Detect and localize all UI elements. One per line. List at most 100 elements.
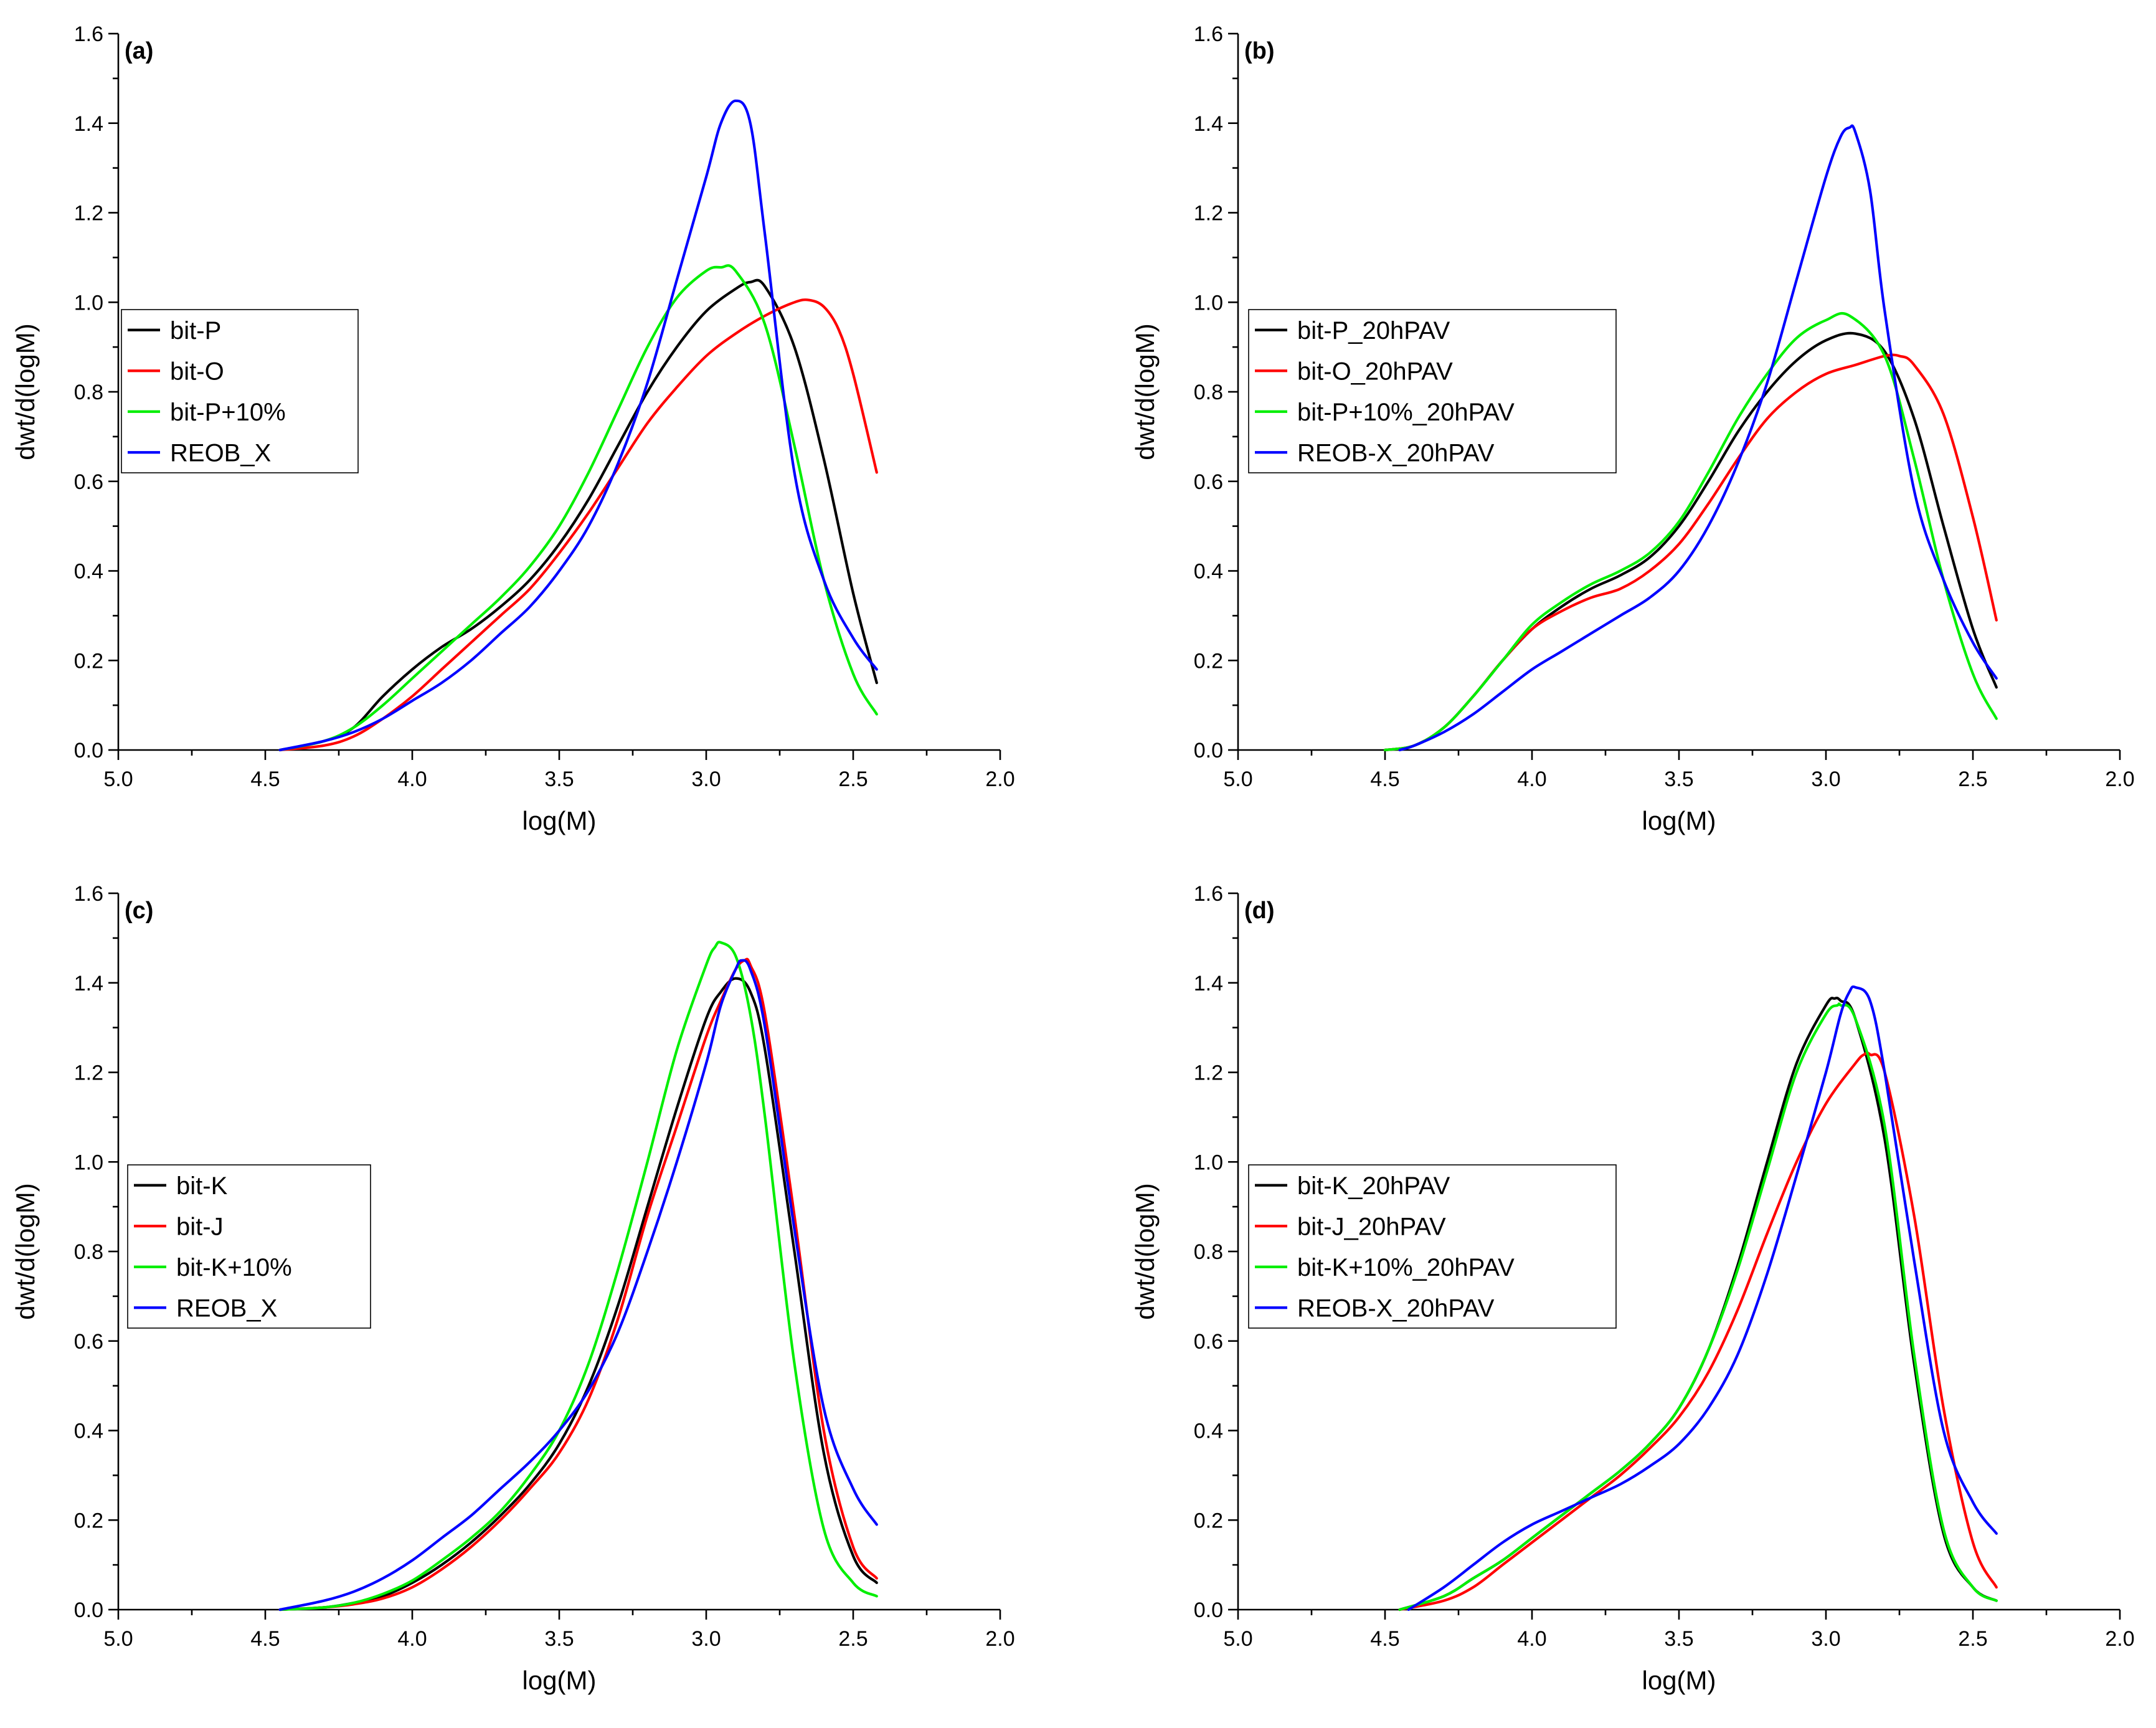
panel-label: (a) [125,38,153,64]
y-axis-title: dwt/d(logM) [11,1183,40,1319]
x-tick-label: 4.0 [1517,1627,1546,1651]
legend-label: bit-O [170,358,224,385]
x-axis-title: log(M) [1642,1666,1716,1695]
series-line-3 [1398,1002,1998,1612]
x-axis-title: log(M) [1642,806,1716,835]
y-tick-label: 0.0 [74,739,103,762]
legend-box [1248,309,1617,473]
legend-label: REOB-X_20hPAV [1297,1294,1495,1322]
y-tick-label: 1.2 [1194,1061,1223,1085]
x-tick-label: 3.0 [691,1627,721,1651]
y-tick-label: 1.4 [74,112,103,136]
series-line-3 [1383,311,1998,752]
legend-box [121,309,359,473]
y-tick-label: 1.2 [74,1061,103,1085]
legend-label: bit-K_20hPAV [1297,1172,1450,1200]
x-tick-label: 2.5 [838,1627,868,1651]
legend-label: bit-P_20hPAV [1297,317,1450,344]
y-tick-label: 0.8 [74,1240,103,1264]
legend-label: REOB_X [176,1294,277,1322]
legend: bit-P bit-O bit-P+10% REOB_X [121,309,359,473]
y-tick-label: 0.4 [74,560,103,584]
y-tick-label: 0.0 [74,1598,103,1622]
series-line-4 [278,959,878,1612]
x-tick-label: 5.0 [103,1627,133,1651]
y-axis-title: dwt/d(logM) [1130,323,1160,460]
y-tick-label: 1.0 [74,1151,103,1174]
series-line-3 [278,941,878,1612]
y-tick-label: 0.2 [1194,1509,1223,1532]
series-line-1 [278,278,878,752]
y-tick-label: 0.4 [1194,560,1223,584]
x-tick-label: 2.0 [2105,1627,2134,1651]
series-line-2 [278,957,878,1612]
y-tick-label: 1.4 [1194,112,1223,136]
legend-label: bit-P+10% [170,399,286,426]
legend-label: bit-K+10%_20hPAV [1297,1254,1515,1281]
x-tick-label: 3.0 [1811,767,1840,791]
y-tick-label: 0.2 [74,1509,103,1532]
series-line-4 [278,99,878,752]
legend: bit-K_20hPAV bit-J_20hPAV bit-K+10%_20hPAV… [1248,1164,1617,1329]
x-tick-label: 3.5 [1664,767,1693,791]
x-tick-label: 5.0 [1223,767,1252,791]
x-tick-label: 3.5 [1664,1627,1693,1651]
x-tick-label: 4.5 [1370,767,1399,791]
series-line-1 [278,977,878,1612]
x-tick-label: 3.5 [544,767,574,791]
chart-panel-2: 5.0 4.5 4.0 3.5 3.0 2.5 2.0 0.0 0.2 0.4 0.6 0.8 1.0 1… [1130,22,2135,835]
series-line-2 [1398,1051,1998,1612]
x-tick-label: 2.0 [985,1627,1014,1651]
panel-label: (b) [1244,38,1275,64]
y-tick-label: 1.0 [74,291,103,315]
x-axis-title: log(M) [522,806,596,835]
x-tick-label: 4.5 [1370,1627,1399,1651]
x-tick-label: 3.0 [691,767,721,791]
legend: bit-K bit-J bit-K+10% REOB_X [127,1164,371,1329]
panel-label: (d) [1244,898,1275,924]
y-tick-label: 1.0 [1194,1151,1223,1174]
y-tick-label: 1.4 [1194,972,1223,995]
y-tick-label: 0.2 [74,649,103,673]
x-tick-label: 4.5 [250,1627,280,1651]
x-tick-label: 4.0 [397,767,427,791]
x-tick-label: 3.5 [544,1627,574,1651]
y-tick-label: 1.6 [1194,882,1223,906]
x-axis-title: log(M) [522,1666,596,1695]
legend-label: bit-J_20hPAV [1297,1213,1446,1240]
legend-box [127,1164,371,1329]
legend-box [1248,1164,1617,1329]
x-tick-label: 3.0 [1811,1627,1840,1651]
y-tick-label: 0.6 [74,470,103,494]
x-tick-label: 4.0 [1517,767,1546,791]
y-tick-label: 0.0 [1194,1598,1223,1622]
x-tick-label: 2.0 [985,767,1014,791]
y-tick-label: 0.8 [74,381,103,404]
series-line-4 [1407,985,1998,1612]
chart-panel-4: 5.0 4.5 4.0 3.5 3.0 2.5 2.0 0.0 0.2 0.4 0.6 0.8 1.0 1… [1130,882,2135,1695]
legend-label: bit-P [170,317,221,344]
x-tick-label: 4.5 [250,767,280,791]
series-line-2 [278,298,878,752]
chart-panel-1: 5.0 4.5 4.0 3.5 3.0 2.5 2.0 0.0 0.2 0.4 0.6 0.8 1.0 1… [11,22,1015,835]
x-tick-label: 2.5 [1958,1627,1987,1651]
y-tick-label: 1.6 [1194,22,1223,46]
legend-label: bit-K [176,1172,228,1200]
x-tick-label: 5.0 [103,767,133,791]
legend-label: REOB_X [170,439,271,467]
y-tick-label: 1.2 [1194,202,1223,225]
y-tick-label: 0.0 [1194,739,1223,762]
y-axis-title: dwt/d(logM) [11,323,40,460]
y-tick-label: 1.0 [1194,291,1223,315]
y-tick-label: 0.6 [1194,470,1223,494]
y-tick-label: 0.6 [1194,1330,1223,1354]
y-tick-label: 0.6 [74,1330,103,1354]
y-tick-label: 1.6 [74,22,103,46]
panel-label: (c) [125,898,153,924]
y-tick-label: 0.2 [1194,649,1223,673]
x-tick-label: 2.5 [838,767,868,791]
chart-panel-3: 5.0 4.5 4.0 3.5 3.0 2.5 2.0 0.0 0.2 0.4 0.6 0.8 1.0 1… [11,882,1015,1695]
y-tick-label: 1.4 [74,972,103,995]
y-tick-label: 0.8 [1194,381,1223,404]
x-tick-label: 2.5 [1958,767,1987,791]
